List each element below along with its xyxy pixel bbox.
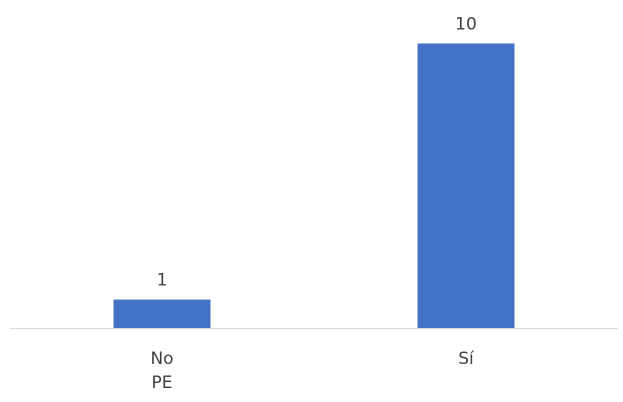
data-label-0: 1 [157, 271, 168, 291]
bars-group [113, 43, 515, 329]
bar-1 [417, 43, 515, 329]
bar-0 [113, 299, 211, 328]
category-label-line: PE [152, 373, 173, 393]
category-label-line: No [150, 349, 173, 369]
category-label-0: No PE [150, 349, 173, 393]
category-label-1: Sí [458, 349, 475, 369]
data-label-1: 10 [455, 14, 477, 34]
data-labels-group: 1 10 [157, 14, 477, 290]
category-label-line: Sí [458, 349, 475, 369]
category-labels-group: No PE Sí [150, 349, 475, 393]
